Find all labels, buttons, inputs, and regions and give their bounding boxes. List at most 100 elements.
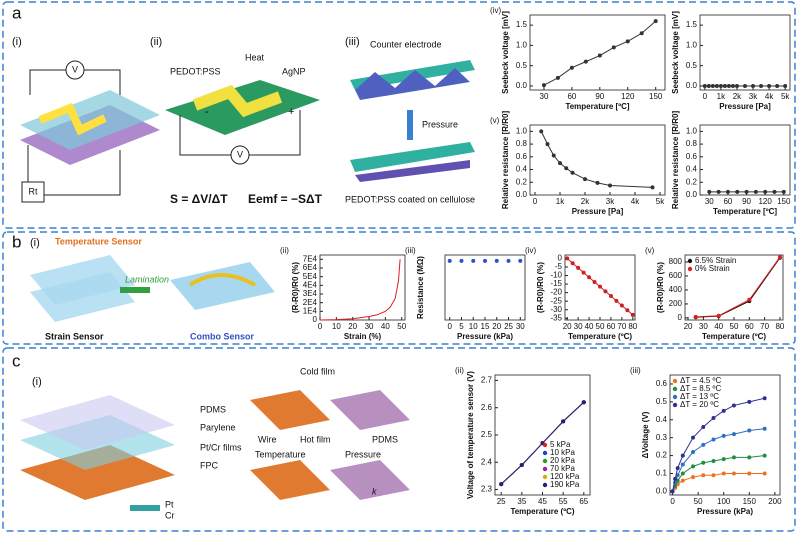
diagram-a	[20, 60, 475, 203]
y-tick-label: 0	[678, 313, 683, 322]
data-point	[581, 400, 586, 405]
y-axis-label: Seebeck voltage [mV]	[501, 11, 510, 94]
diagram-text: Pt	[165, 499, 174, 509]
y-tick-label: 1.0	[686, 126, 698, 135]
x-tick-label: 80	[775, 322, 784, 331]
data-point	[731, 403, 736, 408]
data-point	[650, 185, 655, 190]
x-tick-label: 1k	[717, 92, 726, 101]
data-point	[693, 314, 698, 319]
data-point	[701, 424, 706, 429]
data-point	[721, 471, 726, 476]
y-tick-label: 0.1	[656, 469, 668, 478]
x-axis-label: Pressure (kPa)	[697, 507, 753, 516]
y-tick-label: 2E4	[303, 298, 318, 307]
series-line	[319, 259, 401, 321]
x-tick-label: 30	[365, 322, 374, 331]
data-point	[721, 433, 726, 438]
x-tick-label: 40	[381, 322, 390, 331]
data-point	[762, 453, 767, 458]
sub-label: (i)	[32, 376, 42, 388]
x-tick-label: 90	[595, 92, 604, 101]
x-axis-label: Temperature (ºC)	[702, 332, 766, 341]
data-point	[753, 189, 758, 194]
y-axis-label: Seebeck voltage [mV]	[671, 11, 680, 94]
data-point	[581, 270, 586, 275]
data-point	[747, 399, 752, 404]
y-axis-label: Relative resistance [R/R0]	[501, 111, 510, 210]
data-point	[576, 265, 581, 270]
x-tick-label: 3k	[749, 92, 758, 101]
y-tick-label: 0.8	[516, 139, 528, 148]
y-tick-label: 1.0	[686, 41, 698, 50]
data-point	[483, 258, 487, 263]
data-point	[551, 153, 556, 158]
x-tick-label: 200	[768, 497, 782, 506]
x-axis-label: Pressure [Pa]	[719, 102, 771, 111]
data-point	[691, 450, 696, 455]
y-tick-label: 0.0	[686, 81, 698, 90]
x-tick-label: 5k	[781, 92, 790, 101]
x-tick-label: 30	[516, 322, 525, 331]
x-tick-label: 60	[606, 322, 615, 331]
x-tick-label: 90	[742, 197, 751, 206]
data-point	[721, 408, 726, 413]
y-tick-label: 0.0	[656, 487, 668, 496]
x-tick-label: 30	[705, 197, 714, 206]
diagram-text: Combo Sensor	[190, 331, 255, 341]
x-tick-label: 0	[703, 92, 708, 101]
data-point	[459, 258, 464, 263]
data-point	[518, 258, 523, 263]
data-point	[701, 442, 706, 447]
y-tick-label: 1.5	[516, 20, 528, 29]
y-tick-label: 800	[669, 257, 683, 266]
data-point	[722, 83, 727, 88]
data-point	[747, 471, 752, 476]
data-point	[630, 312, 635, 317]
sub-label: (i)	[30, 237, 40, 249]
data-point	[747, 428, 752, 433]
y-tick-label: 0.5	[656, 397, 668, 406]
sub-label: (iii)	[630, 366, 641, 375]
data-point	[701, 473, 706, 478]
x-tick-label: 55	[559, 497, 568, 506]
y-tick-label: 3E4	[303, 289, 318, 298]
x-tick-label: 30	[574, 322, 583, 331]
diagram-text: -	[205, 106, 209, 118]
plot-frame	[669, 374, 781, 496]
diagram-text: Temperature Sensor	[55, 236, 142, 246]
y-tick-label: 0.3	[656, 433, 668, 442]
sub-label: (v)	[490, 116, 500, 125]
data-point	[673, 476, 678, 481]
data-point	[716, 189, 721, 194]
legend-swatch	[542, 450, 548, 456]
sub-label: (iv)	[490, 6, 501, 15]
data-point	[603, 289, 608, 294]
data-point	[447, 258, 452, 263]
data-point	[608, 294, 613, 299]
y-tick-label: 7E4	[303, 254, 318, 263]
data-point	[721, 457, 726, 462]
y-tick-label: 0	[558, 254, 563, 263]
data-point	[711, 415, 716, 420]
x-tick-label: 40	[714, 322, 723, 331]
legend-swatch	[542, 482, 548, 488]
data-point	[711, 473, 716, 478]
data-point	[711, 437, 716, 442]
sub-label: (iv)	[525, 246, 536, 255]
data-point	[680, 462, 685, 467]
data-point	[747, 297, 752, 302]
x-tick-label: 50	[730, 322, 739, 331]
x-tick-label: 35	[517, 497, 526, 506]
diagram-text: Pressure	[345, 449, 381, 459]
x-tick-label: 70	[760, 322, 769, 331]
x-tick-label: 4k	[631, 197, 640, 206]
y-tick-label: -20	[550, 288, 562, 297]
data-point	[759, 83, 764, 88]
diagram-text: PDMS	[372, 434, 398, 444]
data-point	[625, 39, 630, 44]
data-point	[702, 83, 707, 88]
data-point	[734, 83, 739, 88]
